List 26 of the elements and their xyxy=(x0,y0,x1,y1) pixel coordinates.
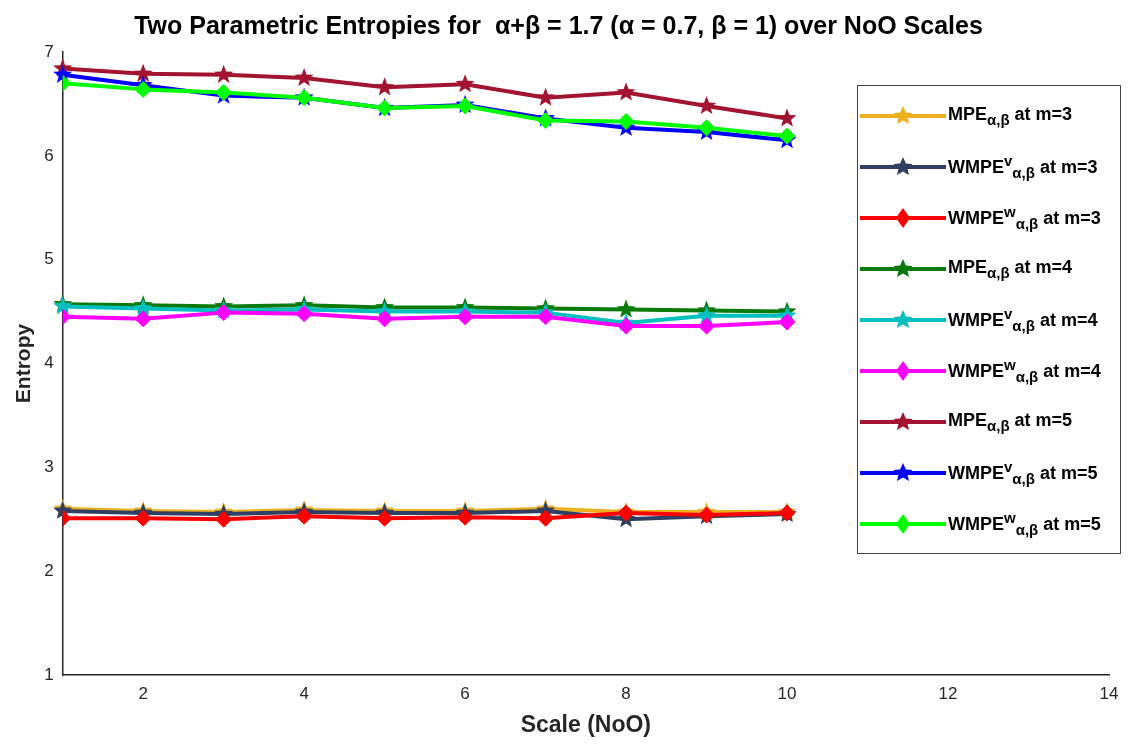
y-tick-label: 2 xyxy=(44,560,54,580)
legend-label: WMPE$^{v}$$_{α,β}$ at m=3 xyxy=(948,152,1098,181)
y-tick-label: 7 xyxy=(44,41,54,61)
legend-label: WMPE$^{w}$$_{α,β}$ at m=3 xyxy=(948,203,1101,232)
legend-label: WMPE$^{v}$$_{α,β}$ at m=4 xyxy=(948,305,1098,334)
legend-label: MPE$_{α,β}$ at m=3 xyxy=(948,103,1073,128)
x-tick-label: 10 xyxy=(777,683,797,703)
y-axis-title: Entropy xyxy=(11,323,35,404)
legend-label: WMPE$^{w}$$_{α,β}$ at m=4 xyxy=(948,356,1101,385)
x-tick-label: 4 xyxy=(299,683,309,703)
legend-label: MPE$_{α,β}$ at m=5 xyxy=(948,409,1073,434)
legend-label: WMPE$^{v}$$_{α,β}$ at m=5 xyxy=(948,458,1098,487)
x-tick-label: 8 xyxy=(621,683,631,703)
legend-label: MPE$_{α,β}$ at m=4 xyxy=(948,256,1073,281)
y-tick-label: 5 xyxy=(44,249,54,269)
x-tick-label: 2 xyxy=(138,683,148,703)
x-tick-label: 6 xyxy=(460,683,470,703)
legend-label: WMPE$^{w}$$_{α,β}$ at m=5 xyxy=(948,509,1101,538)
chart-title: Two Parametric Entropies for α+β = 1.7 (α = 0.7, β = 1) over NoO Scales xyxy=(134,10,983,39)
y-tick-label: 1 xyxy=(44,664,54,684)
x-tick-label: 12 xyxy=(938,683,958,703)
y-tick-label: 4 xyxy=(44,353,54,373)
x-axis-title: Scale (NoO) xyxy=(520,710,652,737)
y-tick-label: 6 xyxy=(44,145,54,165)
y-tick-label: 3 xyxy=(44,457,54,477)
x-tick-label: 14 xyxy=(1099,683,1119,703)
